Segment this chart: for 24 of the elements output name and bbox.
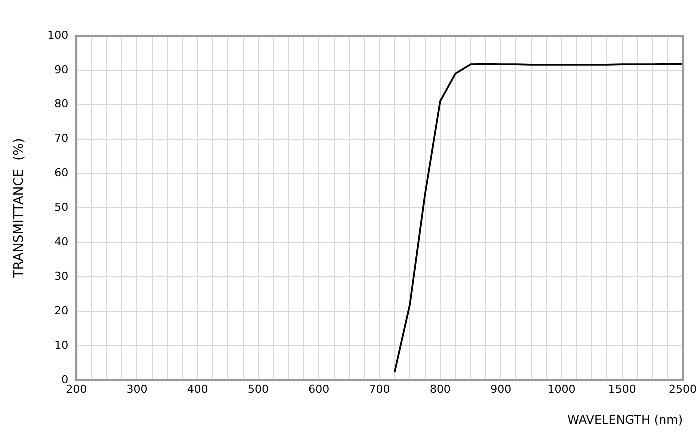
y-tick-label: 90 — [54, 63, 69, 76]
x-tick-label: 200 — [66, 382, 88, 396]
x-tick-label: 700 — [369, 382, 390, 396]
y-axis-title: TRANSMITTANCE (%) — [12, 138, 28, 280]
y-tick-label: 50 — [54, 201, 69, 214]
x-axis-title: WAVELENGTH (nm) — [568, 412, 684, 427]
y-tick-label: 60 — [54, 166, 69, 180]
y-tick-label: 80 — [54, 98, 69, 111]
y-tick-label: 40 — [54, 236, 69, 248]
x-tick-label: 900 — [490, 382, 512, 396]
y-tick-label: 0 — [62, 373, 69, 386]
y-tick-label: 30 — [54, 270, 69, 283]
x-tick-label: 1500 — [608, 382, 636, 396]
y-tick-label: 100 — [48, 28, 69, 42]
x-tick-label: 1000 — [548, 382, 576, 396]
y-tick-label: 20 — [54, 304, 69, 318]
x-tick-label: 2500 — [669, 382, 698, 396]
x-tick-label: 600 — [308, 382, 330, 396]
x-tick-label: 400 — [187, 382, 208, 396]
y-tick-label: 70 — [54, 132, 69, 146]
y-tick-label: 10 — [54, 338, 69, 352]
x-tick-label: 300 — [126, 382, 148, 396]
x-tick-label: 800 — [430, 382, 451, 396]
x-tick-label: 500 — [248, 382, 270, 396]
